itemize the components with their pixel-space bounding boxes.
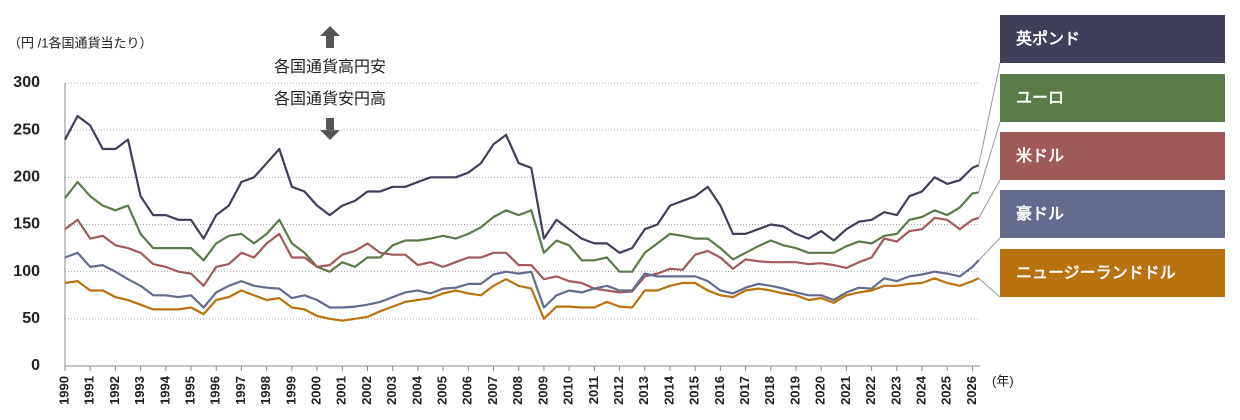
x-tick-label: 2023 xyxy=(888,376,903,405)
x-tick-label: 1999 xyxy=(283,376,298,405)
arrow-down xyxy=(320,118,340,140)
arrow-up xyxy=(320,26,340,48)
x-tick-label: 2001 xyxy=(334,376,349,405)
x-tick-label: 2006 xyxy=(460,376,475,405)
legend-label: 英ポンド xyxy=(1015,29,1080,48)
x-tick-label: 2016 xyxy=(712,376,727,405)
x-tick-label: 2022 xyxy=(863,376,878,405)
x-tick-label: 2005 xyxy=(435,376,450,405)
y-tick-label: 150 xyxy=(13,216,40,233)
y-tick-label: 0 xyxy=(31,357,40,374)
legend-box xyxy=(1000,15,1225,63)
series-line xyxy=(64,251,980,309)
annotation-down: 各国通貨安円高 xyxy=(274,90,386,108)
x-tick-label: 2012 xyxy=(611,376,626,405)
y-tick-label: 100 xyxy=(13,263,40,280)
legend-label: ニュージーランドドル xyxy=(1016,265,1176,282)
y-tick-label: 300 xyxy=(13,74,40,91)
x-tick-label: 2025 xyxy=(939,376,954,405)
x-tick-label: 1993 xyxy=(132,376,147,405)
x-tick-label: 2013 xyxy=(636,376,651,405)
x-tick-label: 2020 xyxy=(813,376,828,405)
x-tick-label: 1994 xyxy=(157,375,172,405)
x-tick-label: 2002 xyxy=(359,376,374,405)
series-line xyxy=(64,114,980,254)
legend-connector xyxy=(978,179,1001,219)
legend-box xyxy=(1000,132,1225,180)
y-tick-label: 250 xyxy=(13,121,40,138)
x-tick-label: 1996 xyxy=(208,376,223,405)
legend-connector xyxy=(978,277,1001,298)
x-axis-label: (年) xyxy=(992,373,1014,388)
x-tick-label: 2008 xyxy=(510,376,525,405)
x-tick-label: 2007 xyxy=(485,376,500,405)
y-tick-label: 50 xyxy=(22,310,40,327)
legend-box xyxy=(1000,249,1225,297)
x-tick-label: 2019 xyxy=(787,376,802,405)
x-tick-label: 1998 xyxy=(258,376,273,405)
x-tick-label: 2026 xyxy=(964,376,979,405)
x-tick-label: 2018 xyxy=(762,376,777,405)
x-tick-label: 1990 xyxy=(56,376,71,405)
legend-connector xyxy=(978,62,1001,166)
x-tick-label: 2000 xyxy=(309,376,324,405)
legend-label: 豪ドル xyxy=(1016,204,1064,223)
x-tick-label: 2015 xyxy=(687,376,702,405)
x-tick-label: 2010 xyxy=(561,376,576,405)
x-tick-label: 2024 xyxy=(913,375,928,405)
x-tick-label: 2003 xyxy=(384,376,399,405)
legend-label: 米ドル xyxy=(1016,146,1064,165)
legend-box xyxy=(1000,74,1225,122)
x-tick-label: 2014 xyxy=(661,375,676,405)
x-tick-label: 2004 xyxy=(409,375,424,405)
x-tick-label: 2009 xyxy=(535,376,550,405)
x-tick-label: 1991 xyxy=(82,376,97,405)
x-tick-label: 1995 xyxy=(182,376,197,405)
x-tick-label: 2021 xyxy=(838,376,853,405)
legend-connector xyxy=(978,237,1001,261)
series-line xyxy=(64,277,980,322)
y-tick-label: 200 xyxy=(13,169,40,186)
series-line xyxy=(64,216,980,294)
legend-box xyxy=(1000,190,1225,238)
x-tick-label: 2011 xyxy=(586,376,601,404)
x-tick-label: 1992 xyxy=(107,376,122,405)
annotation-up: 各国通貨高円安 xyxy=(274,58,386,76)
series-line xyxy=(64,180,979,273)
x-tick-label: 1997 xyxy=(233,376,248,405)
y-axis-label: （円 /1各国通貨当たり） xyxy=(8,35,152,50)
legend-connector xyxy=(978,121,1001,193)
legend-label: ユーロ xyxy=(1016,90,1064,107)
x-tick-label: 2017 xyxy=(737,376,752,405)
